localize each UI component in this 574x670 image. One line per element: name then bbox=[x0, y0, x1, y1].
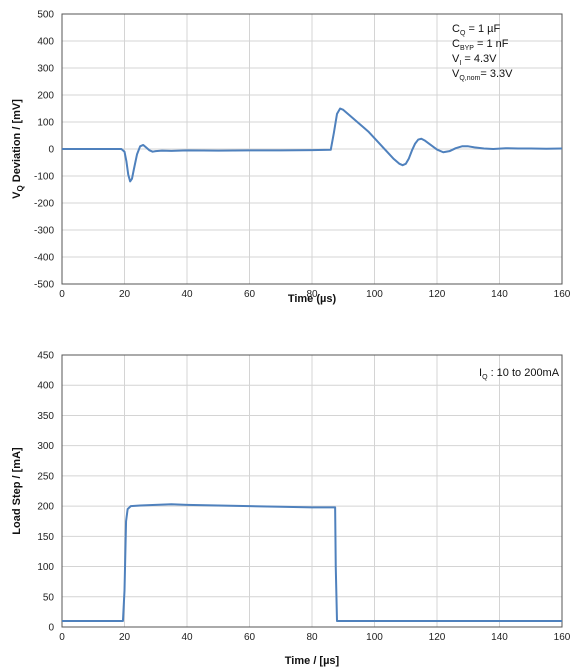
load-step-current-chart: 0 20 40 60 80 100 120 140 160 0 50 100 150 200 250 300 3… bbox=[11, 351, 571, 668]
annotation-line: CQ = 1 µF bbox=[452, 23, 500, 37]
y-axis-label: Load Step / [mA] bbox=[11, 447, 23, 535]
y-tick-label: 100 bbox=[37, 562, 54, 573]
x-tick-label: 140 bbox=[491, 289, 508, 300]
y-tick-label: 100 bbox=[37, 118, 54, 129]
x-tick-label: 100 bbox=[366, 289, 383, 300]
annotation-line: IQ : 10 to 200mA bbox=[479, 367, 560, 381]
x-axis-label: Time (µs) bbox=[288, 293, 337, 305]
x-tick-label: 20 bbox=[119, 289, 131, 300]
x-tick-label: 40 bbox=[181, 289, 193, 300]
y-axis-label: VQ Deviation / [mV] bbox=[11, 99, 25, 199]
y-tick-label: 300 bbox=[37, 64, 54, 75]
y-axis-label-subscript: Q bbox=[16, 185, 25, 191]
y-tick-label: 0 bbox=[48, 145, 54, 156]
x-tick-label: 120 bbox=[429, 632, 446, 643]
y-tick-label: -300 bbox=[34, 226, 54, 237]
x-tick-label: 80 bbox=[306, 632, 318, 643]
annotation-line: VQ,nom= 3.3V bbox=[452, 68, 513, 82]
y-tick-label: -400 bbox=[34, 253, 54, 264]
y-tick-label: 0 bbox=[48, 623, 54, 634]
x-tick-label: 0 bbox=[59, 289, 65, 300]
y-tick-label: 50 bbox=[43, 592, 55, 603]
y-axis-label-rest: Deviation / [mV] bbox=[11, 99, 23, 186]
x-tick-label: 140 bbox=[491, 632, 508, 643]
x-tick-label: 20 bbox=[119, 632, 131, 643]
y-tick-label: 250 bbox=[37, 471, 54, 482]
y-tick-label: -500 bbox=[34, 280, 54, 291]
y-tick-label: -200 bbox=[34, 199, 54, 210]
x-tick-label: 0 bbox=[59, 632, 65, 643]
output-voltage-deviation-chart: 0 20 40 60 80 100 120 140 160 -500 -400 -300 -200 -10… bbox=[11, 10, 571, 306]
x-tick-label: 160 bbox=[554, 289, 571, 300]
x-tick-label: 160 bbox=[554, 632, 571, 643]
annotation-line: VI = 4.3V bbox=[452, 53, 497, 67]
y-tick-label: 350 bbox=[37, 411, 54, 422]
y-tick-label: 450 bbox=[37, 351, 54, 362]
y-tick-label: 400 bbox=[37, 381, 54, 392]
x-tick-label: 60 bbox=[244, 289, 256, 300]
y-axis-label-main: V bbox=[11, 191, 23, 199]
y-tick-label: -100 bbox=[34, 172, 54, 183]
x-tick-label: 80 bbox=[306, 289, 318, 300]
y-tick-label: 200 bbox=[37, 91, 54, 102]
plot-frame bbox=[61, 354, 563, 628]
y-tick-label: 300 bbox=[37, 441, 54, 452]
x-tick-label: 60 bbox=[244, 632, 256, 643]
x-axis-label: Time / [µs] bbox=[285, 655, 340, 667]
y-tick-label: 150 bbox=[37, 532, 54, 543]
x-tick-label: 120 bbox=[429, 289, 446, 300]
x-tick-label: 100 bbox=[366, 632, 383, 643]
series-line bbox=[62, 107, 563, 183]
y-tick-label: 400 bbox=[37, 37, 54, 48]
y-tick-label: 500 bbox=[37, 10, 54, 21]
y-tick-label: 200 bbox=[37, 502, 54, 513]
x-tick-label: 40 bbox=[181, 632, 193, 643]
annotation-line: CBYP = 1 nF bbox=[452, 38, 509, 52]
series-line bbox=[62, 503, 562, 622]
legend-annotation: IQ : 10 to 200mA bbox=[479, 367, 560, 381]
